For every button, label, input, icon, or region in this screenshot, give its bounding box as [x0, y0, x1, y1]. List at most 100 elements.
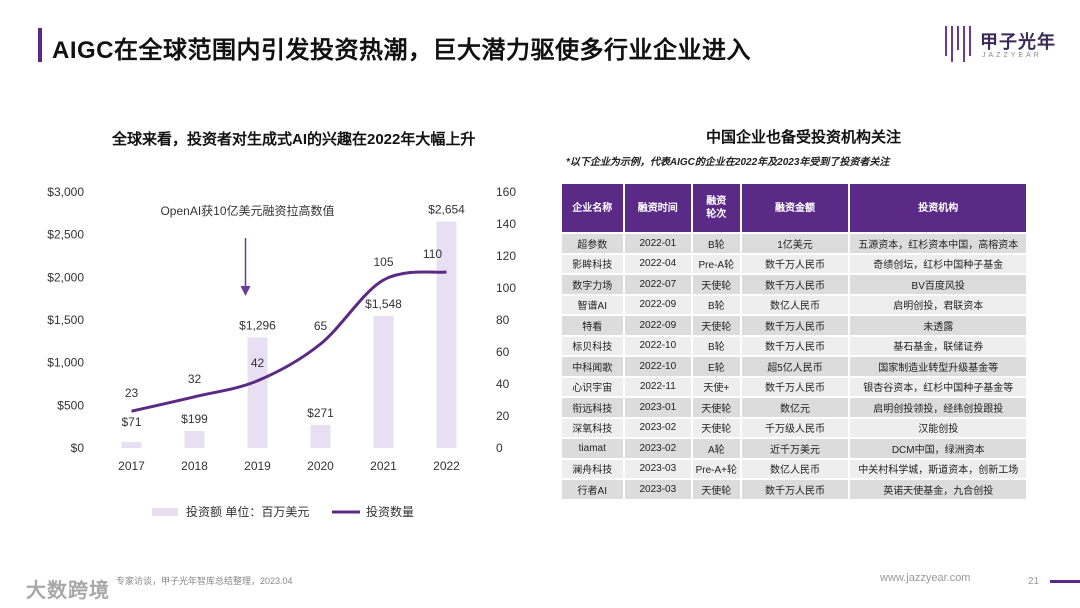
- bar-data-label: $271: [307, 406, 334, 420]
- y-right-tick-label: 160: [496, 185, 516, 199]
- line-data-label: 65: [314, 319, 328, 333]
- table-row: tiamat 2023-02 A轮 近千万美元 DCM中国，绿洲资本: [562, 439, 1026, 458]
- page-title: AIGC在全球范围内引发投资热潮，巨大潜力驱使多行业企业进入: [52, 37, 751, 64]
- table-cell: E轮: [693, 357, 740, 376]
- footer-url[interactable]: www.jazzyear.com: [880, 572, 971, 584]
- logo-text: 甲子光年: [980, 32, 1056, 52]
- table-cell: 2022-07: [624, 275, 692, 294]
- table-cell: 数亿人民币: [741, 459, 849, 478]
- y-right-tick-label: 140: [496, 217, 516, 231]
- table-title: 中国企业也备受投资机构关注: [706, 129, 902, 146]
- bar: [121, 441, 142, 448]
- table-cell: 标贝科技: [562, 336, 623, 355]
- table-cell: 1亿美元: [741, 234, 849, 253]
- table-cell: 数千万人民币: [741, 275, 849, 294]
- bar: [310, 424, 331, 448]
- legend-bar-swatch: [152, 508, 178, 516]
- table-cell: 数千万人民币: [741, 254, 849, 273]
- title-accent-bar: [38, 28, 42, 62]
- table-row: 超参数 2022-01 B轮 1亿美元 五源资本，红杉资本中国，高榕资本: [562, 234, 1026, 253]
- table-cell: 2022-10: [624, 357, 692, 376]
- x-tick-label: 2021: [370, 459, 397, 473]
- annotation-text: OpenAI获10亿美元融资拉高数值: [160, 203, 334, 218]
- column-header: 投资机构: [850, 184, 1026, 232]
- table-cell: 五源资本，红杉资本中国，高榕资本: [850, 234, 1026, 253]
- y-left-tick-label: $0: [71, 441, 85, 455]
- table-cell: 奇绩创坛，红杉中国种子基金: [850, 254, 1026, 273]
- y-right-tick-label: 120: [496, 249, 516, 263]
- y-left-tick-label: $1,000: [47, 356, 84, 370]
- table-row: 行者AI 2023-03 天使轮 数千万人民币 英诺天使基金，九合创投: [562, 480, 1026, 499]
- table-cell: 天使轮: [693, 316, 740, 335]
- table-row: 衔远科技 2023-01 天使轮 数亿元 启明创投领投，经纬创投跟投: [562, 398, 1026, 417]
- column-header: 融资时间: [624, 184, 692, 232]
- table-cell: 中关村科学城，斯道资本，创新工场: [850, 459, 1026, 478]
- table-cell: 近千万美元: [741, 439, 849, 458]
- table-cell: B轮: [693, 234, 740, 253]
- table-cell: 超5亿人民币: [741, 357, 849, 376]
- chart-title: 全球来看，投资者对生成式AI的兴趣在2022年大幅上升: [112, 131, 476, 148]
- table-cell: BV百度风投: [850, 275, 1026, 294]
- table-cell: 2022-01: [624, 234, 692, 253]
- table-cell: 深氧科技: [562, 418, 623, 437]
- x-tick-label: 2022: [433, 459, 460, 473]
- y-left-tick-label: $2,500: [47, 228, 84, 242]
- table-row: 影眸科技 2022-04 Pre-A轮 数千万人民币 奇绩创坛，红杉中国种子基金: [562, 254, 1026, 273]
- table-cell: 特看: [562, 316, 623, 335]
- table-cell: 数千万人民币: [741, 480, 849, 499]
- table-cell: 启明创投领投，经纬创投跟投: [850, 398, 1026, 417]
- table-cell: 2023-01: [624, 398, 692, 417]
- table-cell: 启明创投，君联资本: [850, 295, 1026, 314]
- table-note: *以下企业为示例，代表AIGC的企业在2022年及2023年受到了投资者关注: [566, 157, 890, 168]
- table-cell: B轮: [693, 295, 740, 314]
- table-cell: 天使轮: [693, 275, 740, 294]
- table-cell: DCM中国，绿洲资本: [850, 439, 1026, 458]
- annotation-arrow-head: [240, 286, 251, 296]
- table-cell: 天使轮: [693, 480, 740, 499]
- x-tick-label: 2017: [118, 459, 145, 473]
- table-cell: 千万级人民币: [741, 418, 849, 437]
- x-tick-label: 2020: [307, 459, 334, 473]
- column-header: 融资金额: [741, 184, 849, 232]
- table-cell: 2022-04: [624, 254, 692, 273]
- table-row: 智谱AI 2022-09 B轮 数亿人民币 启明创投，君联资本: [562, 295, 1026, 314]
- table-row: 特看 2022-09 天使轮 数千万人民币 未透露: [562, 316, 1026, 335]
- table-cell: 心识宇宙: [562, 377, 623, 396]
- table-cell: 未透露: [850, 316, 1026, 335]
- bar-data-label: $71: [121, 415, 141, 429]
- line-data-label: 23: [125, 386, 139, 400]
- footer-source: 专家访谈，甲子光年智库总结整理，2023.04: [116, 576, 293, 586]
- line-data-label: 105: [373, 255, 393, 269]
- logo-subtext: JAZZYEAR: [982, 52, 1042, 59]
- legend-line-label: 投资数量: [366, 504, 414, 519]
- bar-data-label: $199: [181, 412, 208, 426]
- table-cell: 银杏谷资本，红杉中国种子基金等: [850, 377, 1026, 396]
- table-cell: A轮: [693, 439, 740, 458]
- line-data-label: 110: [423, 247, 442, 261]
- table-cell: 2023-03: [624, 480, 692, 499]
- bar: [436, 221, 457, 448]
- table-cell: 行者AI: [562, 480, 623, 499]
- table-cell: Pre-A+轮: [693, 459, 740, 478]
- investment-table: 企业名称 融资时间 融资 轮次 融资金额 投资机构 超参数 2022-01 B轮 1亿美元 五源资…: [560, 182, 1028, 501]
- bar: [247, 337, 268, 448]
- y-left-tick-label: $1,500: [47, 313, 84, 327]
- page-number: 21: [1028, 576, 1040, 587]
- table-cell: Pre-A轮: [693, 254, 740, 273]
- table-cell: 天使+: [693, 377, 740, 396]
- line-series: [131, 270, 447, 413]
- y-right-tick-label: 0: [496, 441, 503, 455]
- table-cell: 影眸科技: [562, 254, 623, 273]
- table-cell: 2023-03: [624, 459, 692, 478]
- table-row: 标贝科技 2022-10 B轮 数千万人民币 基石基金，联储证券: [562, 336, 1026, 355]
- table-cell: 天使轮: [693, 398, 740, 417]
- table-row: 心识宇宙 2022-11 天使+ 数千万人民币 银杏谷资本，红杉中国种子基金等: [562, 377, 1026, 396]
- table-cell: 汉能创投: [850, 418, 1026, 437]
- table-cell: 2022-09: [624, 316, 692, 335]
- table-cell: 超参数: [562, 234, 623, 253]
- bar-data-label: $2,654: [428, 203, 465, 217]
- table-cell: 智谱AI: [562, 295, 623, 314]
- table-row: 数字力场 2022-07 天使轮 数千万人民币 BV百度风投: [562, 275, 1026, 294]
- y-right-tick-label: 20: [496, 409, 510, 423]
- table-row: 中科闻歌 2022-10 E轮 超5亿人民币 国家制造业转型升级基金等: [562, 357, 1026, 376]
